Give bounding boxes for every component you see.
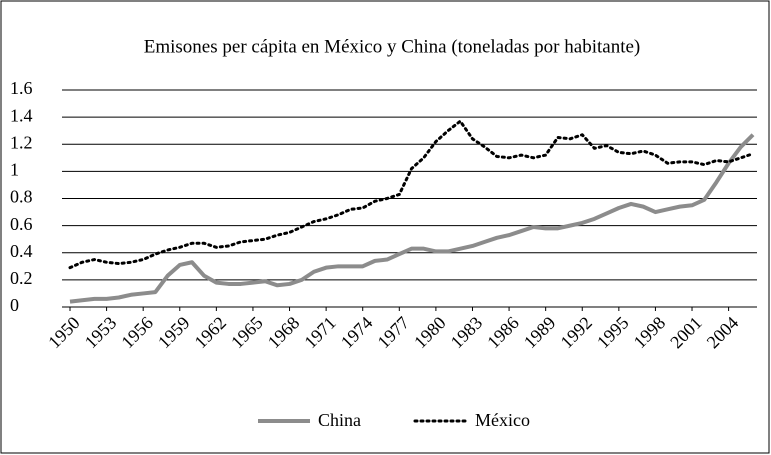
line-series	[68, 119, 755, 270]
y-tick-label: 0.4	[10, 241, 33, 261]
y-tick-label: 1	[10, 160, 19, 180]
y-tick-label: 1.4	[10, 105, 33, 125]
y-tick-label: 0.8	[10, 187, 33, 207]
y-tick-label: 0	[10, 295, 19, 315]
y-tick-label: 1.2	[10, 132, 33, 152]
y-tick-label: 0.6	[10, 214, 33, 234]
legend-label: China	[318, 410, 361, 430]
y-tick-label: 1.6	[10, 78, 33, 98]
legend-label: México	[475, 410, 530, 430]
line-series	[69, 133, 755, 304]
y-tick-label: 0.2	[10, 268, 33, 288]
chart-title: Emisones per cápita en México y China (t…	[144, 36, 640, 57]
